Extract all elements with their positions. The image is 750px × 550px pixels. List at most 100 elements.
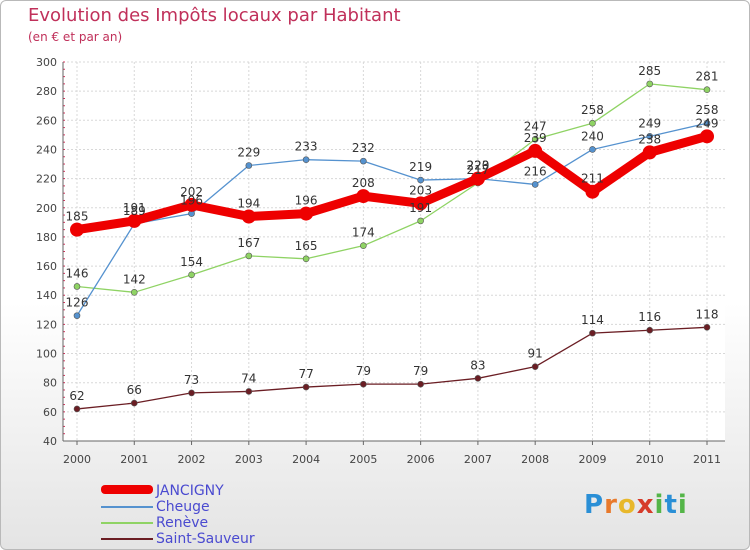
data-label-saint-sauveur: 74	[241, 371, 256, 385]
data-label-saint-sauveur: 114	[581, 313, 604, 327]
data-point-cheuge	[417, 176, 424, 184]
legend-swatch-jancigny	[101, 485, 153, 494]
y-tick-label: 100	[36, 348, 57, 361]
data-point-jancigny	[127, 213, 142, 228]
x-tick-label: 2011	[693, 453, 721, 466]
y-tick-label: 120	[36, 318, 57, 331]
data-point-saint-sauveur	[130, 399, 138, 407]
data-point-cheuge	[531, 181, 539, 188]
data-point-cheuge	[302, 156, 310, 163]
x-tick-label: 2008	[521, 453, 549, 466]
data-label-jancigny: 239	[524, 131, 547, 145]
data-point-reneve	[130, 289, 138, 296]
series-line-saint-sauveur	[76, 326, 708, 410]
data-label-jancigny: 249	[696, 116, 719, 130]
data-label-saint-sauveur: 79	[413, 364, 428, 378]
y-tick-label: 240	[36, 143, 57, 156]
data-point-saint-sauveur	[703, 323, 711, 331]
data-label-jancigny: 211	[581, 172, 604, 186]
data-label-cheuge: 219	[409, 160, 432, 174]
data-point-cheuge	[360, 157, 367, 165]
data-label-saint-sauveur: 116	[638, 310, 661, 324]
data-point-jancigny	[299, 206, 314, 221]
data-label-cheuge: 126	[66, 296, 89, 310]
data-point-saint-sauveur	[73, 405, 81, 413]
data-point-jancigny	[700, 129, 714, 144]
data-label-saint-sauveur: 83	[470, 358, 485, 372]
data-label-cheuge: 233	[295, 140, 318, 154]
legend-swatch-cheuge	[101, 506, 153, 508]
x-tick-label: 2004	[292, 453, 320, 466]
y-tick-label: 140	[36, 289, 57, 302]
data-label-saint-sauveur: 91	[528, 347, 543, 361]
data-point-jancigny	[70, 222, 84, 237]
data-point-cheuge	[646, 133, 654, 140]
data-point-saint-sauveur	[589, 329, 596, 337]
y-tick-label: 260	[36, 114, 57, 127]
data-point-saint-sauveur	[646, 326, 654, 334]
y-tick-label: 160	[36, 260, 57, 273]
data-point-jancigny	[356, 189, 371, 204]
x-tick-label: 2009	[578, 453, 606, 466]
data-point-cheuge	[245, 162, 253, 169]
y-tick-label: 60	[43, 406, 57, 419]
data-label-cheuge: 196	[180, 194, 203, 208]
plot-area	[63, 62, 725, 441]
data-point-saint-sauveur	[245, 388, 253, 395]
proxiti-logo: Proxiti	[584, 490, 688, 520]
legend-label-saint-sauveur: Saint-Sauveur	[156, 531, 255, 547]
series-line-reneve	[76, 83, 708, 293]
data-point-jancigny	[470, 171, 485, 186]
data-label-jancigny: 223	[466, 159, 489, 173]
data-label-jancigny: 191	[123, 201, 146, 215]
data-label-reneve: 217	[466, 163, 489, 177]
data-label-jancigny: 203	[409, 183, 432, 197]
legend-swatch-reneve	[101, 522, 153, 524]
data-point-reneve	[73, 283, 81, 290]
data-label-saint-sauveur: 73	[184, 373, 199, 387]
data-label-reneve: 165	[295, 239, 318, 253]
x-tick-label: 2006	[407, 453, 435, 466]
data-point-reneve	[703, 86, 711, 93]
data-point-saint-sauveur	[302, 383, 310, 391]
x-tick-label: 2010	[636, 453, 664, 466]
series-line-jancigny	[72, 131, 712, 235]
x-tick-label: 2001	[120, 453, 148, 466]
data-point-saint-sauveur	[188, 389, 195, 397]
data-label-reneve: 281	[696, 70, 719, 84]
data-point-saint-sauveur	[417, 380, 424, 388]
data-point-reneve	[531, 135, 539, 143]
data-label-cheuge: 258	[696, 103, 719, 117]
data-label-reneve: 174	[352, 226, 375, 240]
data-label-reneve: 142	[123, 272, 146, 286]
data-label-cheuge: 240	[581, 129, 604, 143]
legend-label-reneve: Renève	[156, 515, 209, 531]
y-tick-label: 280	[36, 85, 57, 98]
data-point-jancigny	[528, 143, 543, 158]
data-point-saint-sauveur	[531, 363, 539, 370]
data-label-reneve: 247	[524, 119, 547, 133]
y-tick-label: 80	[43, 377, 57, 390]
data-label-reneve: 154	[180, 255, 203, 269]
legend-label-jancigny: JANCIGNY	[156, 483, 224, 499]
data-label-saint-sauveur: 66	[127, 383, 142, 397]
data-point-jancigny	[241, 209, 256, 224]
data-point-jancigny	[184, 197, 199, 212]
data-label-jancigny: 194	[237, 197, 260, 211]
data-point-jancigny	[413, 196, 428, 211]
data-point-reneve	[589, 119, 596, 127]
data-point-saint-sauveur	[474, 375, 482, 382]
x-tick-label: 2002	[178, 453, 206, 466]
chart-title: Evolution des Impôts locaux par Habitant	[28, 5, 401, 26]
data-label-reneve: 285	[638, 64, 661, 78]
data-label-reneve: 146	[66, 266, 89, 280]
data-point-reneve	[245, 252, 253, 260]
series-line-cheuge	[76, 122, 708, 317]
data-point-saint-sauveur	[360, 380, 367, 388]
data-point-reneve	[188, 271, 195, 279]
data-label-cheuge: 232	[352, 141, 375, 155]
data-label-cheuge: 189	[123, 204, 146, 218]
data-label-jancigny: 196	[295, 194, 318, 208]
